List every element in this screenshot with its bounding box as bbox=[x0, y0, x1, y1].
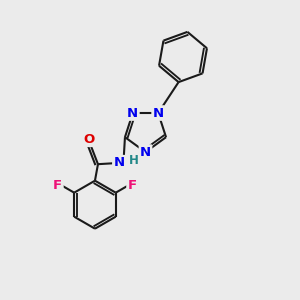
Text: N: N bbox=[153, 106, 164, 119]
Text: N: N bbox=[113, 156, 124, 169]
Text: N: N bbox=[127, 106, 138, 119]
Text: N: N bbox=[140, 146, 151, 159]
Text: O: O bbox=[83, 133, 94, 146]
Text: H: H bbox=[129, 154, 139, 167]
Text: F: F bbox=[53, 179, 62, 192]
Text: F: F bbox=[128, 179, 137, 192]
